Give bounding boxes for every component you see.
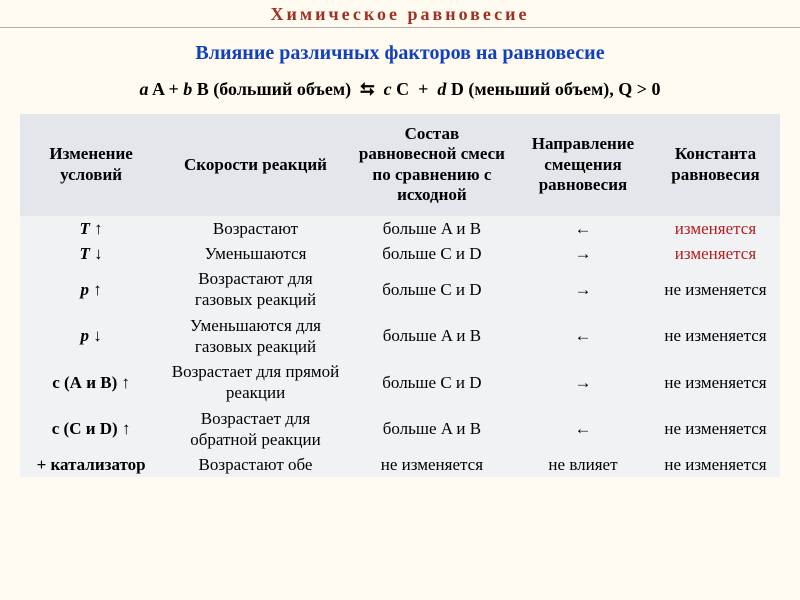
cell-mix: не изменяется (349, 452, 515, 477)
cell-condition: p ↓ (20, 313, 162, 360)
table-row: T ↓Уменьшаютсябольше C и D→изменяется (20, 241, 780, 266)
cell-speed: Возрастает для обратной реакции (162, 406, 349, 453)
table-row: T ↑Возрастаютбольше A и B←изменяется (20, 216, 780, 241)
subtitle-text: Влияние различных факторов на равновесие (0, 42, 800, 65)
cell-mix: больше C и D (349, 266, 515, 313)
cell-mix: больше A и B (349, 313, 515, 360)
equation-line: a A + b B (больший объем) ⮀ c C + d D (м… (0, 79, 800, 100)
table-row: p ↑Возрастают для газовых реакцийбольше … (20, 266, 780, 313)
cell-speed: Уменьшаются (162, 241, 349, 266)
table-header: Направление смещения равновесия (515, 114, 651, 216)
cell-constant: не изменяется (651, 266, 780, 313)
cell-condition: T ↓ (20, 241, 162, 266)
cell-direction: ← (515, 406, 651, 453)
cell-mix: больше C и D (349, 359, 515, 406)
table-header: Константа равновесия (651, 114, 780, 216)
cell-condition: c (A и B) ↑ (20, 359, 162, 406)
cell-mix: больше C и D (349, 241, 515, 266)
cell-condition: T ↑ (20, 216, 162, 241)
cell-constant: изменяется (651, 241, 780, 266)
cell-speed: Возрастают обе (162, 452, 349, 477)
table-row: c (A и B) ↑Возрастает для прямой реакции… (20, 359, 780, 406)
table-row: + катализаторВозрастают обене изменяется… (20, 452, 780, 477)
cell-constant: не изменяется (651, 406, 780, 453)
cell-direction: не влияет (515, 452, 651, 477)
cell-constant: изменяется (651, 216, 780, 241)
factors-table: Изменение условийСкорости реакцийСостав … (20, 114, 780, 477)
table-row: p ↓Уменьшаются для газовых реакцийбольше… (20, 313, 780, 360)
cell-constant: не изменяется (651, 359, 780, 406)
cell-direction: → (515, 359, 651, 406)
cell-condition: + катализатор (20, 452, 162, 477)
cell-condition: c (C и D) ↑ (20, 406, 162, 453)
page-title: Химическое равновесие (0, 0, 800, 27)
cell-speed: Возрастают для газовых реакций (162, 266, 349, 313)
cell-speed: Уменьшаются для газовых реакций (162, 313, 349, 360)
divider (0, 27, 800, 28)
table-header: Скорости реакций (162, 114, 349, 216)
cell-mix: больше A и B (349, 406, 515, 453)
cell-direction: → (515, 241, 651, 266)
cell-speed: Возрастает для прямой реакции (162, 359, 349, 406)
cell-direction: → (515, 266, 651, 313)
table-header: Состав равновесной смеси по сравнению с … (349, 114, 515, 216)
cell-direction: ← (515, 313, 651, 360)
table-row: c (C и D) ↑Возрастает для обратной реакц… (20, 406, 780, 453)
cell-constant: не изменяется (651, 452, 780, 477)
table-header: Изменение условий (20, 114, 162, 216)
cell-speed: Возрастают (162, 216, 349, 241)
cell-constant: не изменяется (651, 313, 780, 360)
cell-condition: p ↑ (20, 266, 162, 313)
cell-direction: ← (515, 216, 651, 241)
cell-mix: больше A и B (349, 216, 515, 241)
